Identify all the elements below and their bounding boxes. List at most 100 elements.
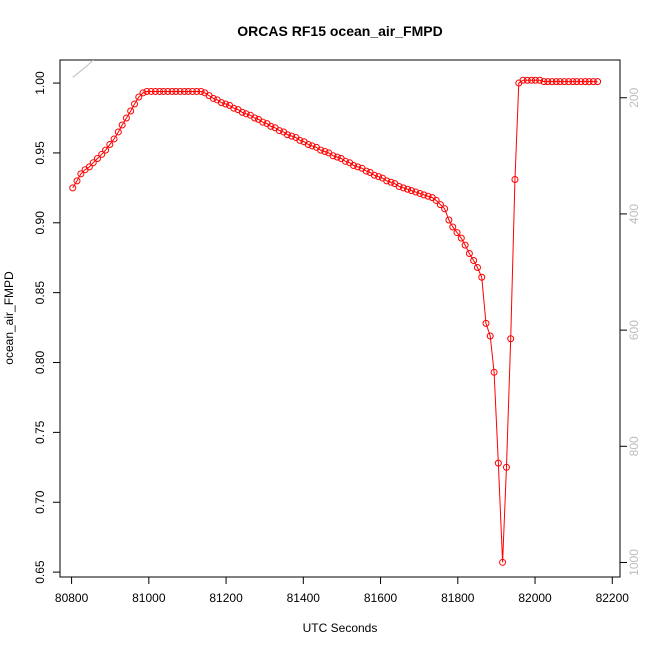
data-point xyxy=(457,234,465,242)
x-tick-label: 82000 xyxy=(518,591,552,605)
y-tick-label: 0.80 xyxy=(33,351,47,375)
data-point xyxy=(565,78,573,86)
y-axis: 0.65 0.70 0.75 0.80 0.85 0.90 0.95 1.00 xyxy=(33,71,61,584)
y2-tick-label: 400 xyxy=(627,204,641,224)
data-point xyxy=(350,161,358,169)
data-point xyxy=(135,93,143,101)
data-point xyxy=(441,205,449,213)
data-point xyxy=(69,184,77,192)
data-point xyxy=(502,463,510,471)
y-tick-label: 1.00 xyxy=(33,71,47,95)
data-point xyxy=(160,87,168,95)
data-point xyxy=(404,185,412,193)
data-point xyxy=(536,76,544,84)
data-point xyxy=(528,76,536,84)
data-point xyxy=(102,146,110,154)
data-point xyxy=(354,163,362,171)
data-point xyxy=(127,107,135,115)
data-point xyxy=(151,87,159,95)
data-point xyxy=(106,141,114,149)
data-point xyxy=(341,157,349,165)
data-point xyxy=(375,173,383,181)
data-point xyxy=(511,175,519,183)
data-point xyxy=(494,459,502,467)
data-point xyxy=(370,171,378,179)
data-point xyxy=(238,108,246,116)
data-point xyxy=(544,78,552,86)
x-tick-label: 81800 xyxy=(441,591,475,605)
data-point xyxy=(453,229,461,237)
data-point xyxy=(523,76,531,84)
data-point xyxy=(436,201,444,209)
data-point xyxy=(465,250,473,258)
data-point xyxy=(131,100,139,108)
plot-frame xyxy=(59,59,621,578)
data-point xyxy=(296,136,304,144)
data-point xyxy=(143,87,151,95)
x-tick-label: 81000 xyxy=(132,591,166,605)
y2-tick-label: 200 xyxy=(627,87,641,107)
data-point xyxy=(556,78,564,86)
data-point xyxy=(168,87,176,95)
data-point xyxy=(275,127,283,135)
data-point xyxy=(188,87,196,95)
data-point xyxy=(321,148,329,156)
data-point xyxy=(569,78,577,86)
data-point xyxy=(85,163,93,171)
data-point xyxy=(432,196,440,204)
data-point xyxy=(387,178,395,186)
data-point xyxy=(519,76,527,84)
data-point xyxy=(473,263,481,271)
data-point xyxy=(251,114,259,122)
data-point xyxy=(362,167,370,175)
data-point xyxy=(416,189,424,197)
y-axis-label: ocean_air_FMPD xyxy=(2,271,16,365)
data-point xyxy=(209,94,217,102)
data-point xyxy=(259,118,267,126)
data-point xyxy=(589,78,597,86)
data-point xyxy=(242,110,250,118)
data-point xyxy=(560,78,568,86)
y-tick-label: 0.70 xyxy=(33,490,47,514)
data-point xyxy=(412,188,420,196)
data-point xyxy=(156,87,164,95)
data-point xyxy=(395,182,403,190)
data-point xyxy=(490,368,498,376)
data-point xyxy=(73,177,81,185)
data-point xyxy=(98,150,106,158)
y2-tick-label: 600 xyxy=(627,320,641,340)
x-tick-label: 82200 xyxy=(596,591,630,605)
data-point xyxy=(304,141,312,149)
data-point xyxy=(317,146,325,154)
data-point xyxy=(552,78,560,86)
data-point xyxy=(77,170,85,178)
x-tick-label: 81600 xyxy=(364,591,398,605)
data-point xyxy=(172,87,180,95)
y-tick-label: 0.90 xyxy=(33,211,47,235)
data-point xyxy=(531,76,539,84)
data-point xyxy=(93,155,101,163)
y-tick-label: 0.95 xyxy=(33,141,47,165)
data-point xyxy=(594,78,602,86)
x-tick-label: 81200 xyxy=(209,591,243,605)
data-point xyxy=(573,78,581,86)
data-point xyxy=(139,89,147,97)
data-point xyxy=(540,78,548,86)
data-point xyxy=(383,177,391,185)
y-tick-label: 0.85 xyxy=(33,281,47,305)
series-layer xyxy=(69,60,602,566)
x-tick-label: 81400 xyxy=(287,591,321,605)
data-point xyxy=(548,78,556,86)
data-point xyxy=(147,87,155,95)
data-point xyxy=(486,332,494,340)
data-point xyxy=(445,216,453,224)
data-point xyxy=(118,121,126,129)
data-point xyxy=(333,153,341,161)
data-point xyxy=(230,104,238,112)
data-point xyxy=(110,135,118,143)
chart-title: ORCAS RF15 ocean_air_FMPD xyxy=(237,23,442,39)
data-point xyxy=(478,273,486,281)
data-point xyxy=(420,191,428,199)
data-point xyxy=(164,87,172,95)
data-point xyxy=(180,87,188,95)
